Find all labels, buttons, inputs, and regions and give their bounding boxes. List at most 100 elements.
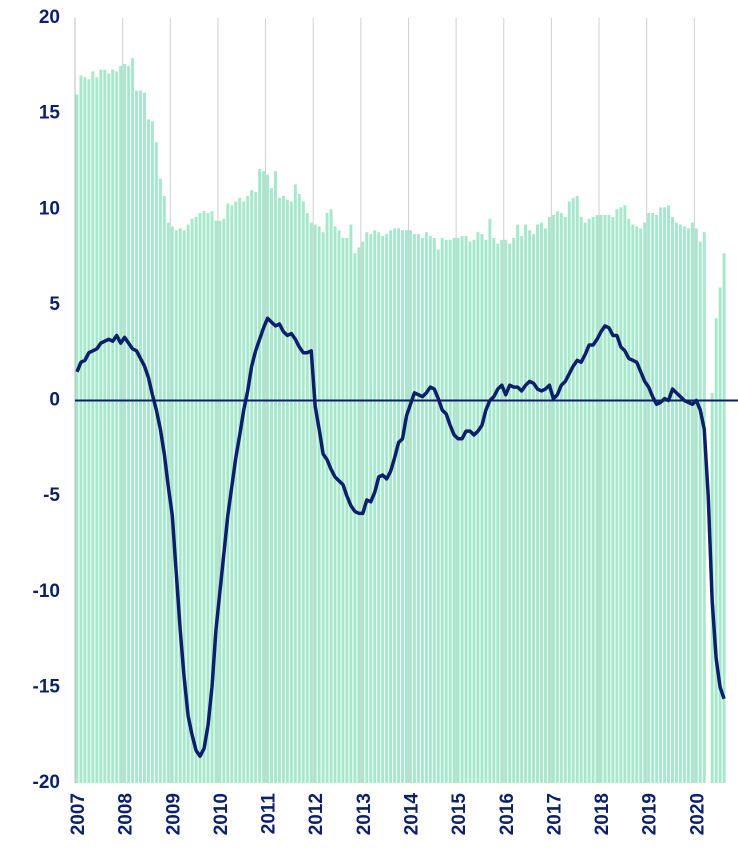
bar	[623, 205, 627, 784]
x-tick-label: 2015	[449, 793, 470, 836]
bar	[119, 65, 123, 783]
bar	[496, 243, 500, 784]
bar	[210, 211, 214, 784]
x-tick-label: 2013	[354, 793, 375, 835]
y-tick-label: 20	[39, 7, 60, 28]
bar	[663, 207, 667, 783]
x-tick-label: 2018	[592, 793, 613, 835]
bar	[655, 214, 659, 784]
x-tick-label: 2008	[116, 793, 137, 835]
bar	[262, 171, 266, 783]
bar	[619, 207, 623, 783]
bar	[214, 220, 218, 784]
y-tick-label: -10	[33, 581, 60, 602]
bar	[722, 253, 726, 784]
bar	[87, 79, 91, 783]
bar	[452, 237, 456, 783]
bar	[456, 237, 460, 783]
bar	[611, 216, 615, 783]
bar	[460, 236, 464, 783]
bar	[408, 230, 412, 784]
bar	[345, 237, 349, 783]
bar	[444, 239, 448, 784]
bar	[571, 197, 575, 783]
bar	[226, 203, 230, 783]
bar	[115, 71, 119, 784]
bar	[107, 73, 111, 783]
bar	[532, 234, 536, 784]
bar	[142, 92, 146, 783]
bar	[325, 213, 329, 783]
bar	[583, 222, 587, 783]
bar	[397, 228, 401, 783]
bar	[492, 237, 496, 783]
bar	[250, 190, 254, 783]
bar	[297, 193, 301, 783]
bar	[420, 237, 424, 783]
bar	[667, 205, 670, 784]
y-tick-label: -20	[33, 772, 60, 793]
bar	[150, 121, 154, 783]
x-tick-label: 2019	[640, 793, 661, 835]
bar	[643, 222, 647, 783]
bar	[468, 241, 472, 783]
bar	[416, 234, 420, 784]
bar	[690, 222, 694, 783]
bar	[412, 234, 416, 784]
bar	[381, 236, 385, 783]
bar	[555, 211, 559, 784]
bar	[714, 318, 718, 783]
bar	[440, 237, 444, 783]
bar	[484, 239, 488, 784]
bar	[718, 287, 722, 783]
bar	[293, 184, 297, 783]
y-tick-label: 5	[49, 294, 60, 315]
bar	[369, 234, 373, 784]
bar	[111, 69, 115, 783]
bar	[341, 237, 345, 783]
bar	[539, 222, 543, 783]
bar	[238, 197, 242, 783]
x-tick-label: 2010	[211, 793, 232, 835]
bar	[432, 237, 436, 783]
bar	[127, 65, 131, 783]
bar	[186, 224, 190, 784]
bar	[516, 224, 520, 784]
bar	[135, 90, 139, 784]
bar	[698, 241, 702, 783]
bar	[285, 199, 289, 783]
bar	[520, 236, 524, 783]
x-tick-label: 2009	[163, 793, 184, 835]
bar	[448, 239, 452, 784]
bar	[103, 69, 107, 783]
bar	[305, 213, 309, 783]
bar	[95, 77, 99, 784]
bar	[631, 224, 635, 784]
bar	[464, 236, 468, 783]
bar	[289, 201, 293, 784]
bar	[508, 243, 512, 784]
bar	[428, 236, 432, 783]
x-tick-label: 2012	[306, 793, 327, 835]
bar	[91, 71, 95, 784]
y-tick-label: 15	[39, 103, 61, 124]
bar	[401, 230, 405, 784]
bar	[635, 226, 639, 783]
bar	[528, 230, 532, 784]
bar	[686, 228, 690, 783]
x-tick-label: 2017	[544, 793, 565, 835]
bar	[559, 213, 563, 783]
bar	[234, 201, 238, 784]
bar	[682, 226, 686, 783]
bar	[587, 218, 591, 783]
bar	[313, 224, 317, 784]
line-series	[75, 316, 726, 758]
bar	[75, 94, 79, 783]
bar	[647, 213, 651, 783]
bar	[202, 211, 206, 784]
bar	[627, 218, 631, 783]
bar	[182, 230, 186, 784]
bar	[218, 220, 222, 784]
bar	[504, 239, 508, 784]
